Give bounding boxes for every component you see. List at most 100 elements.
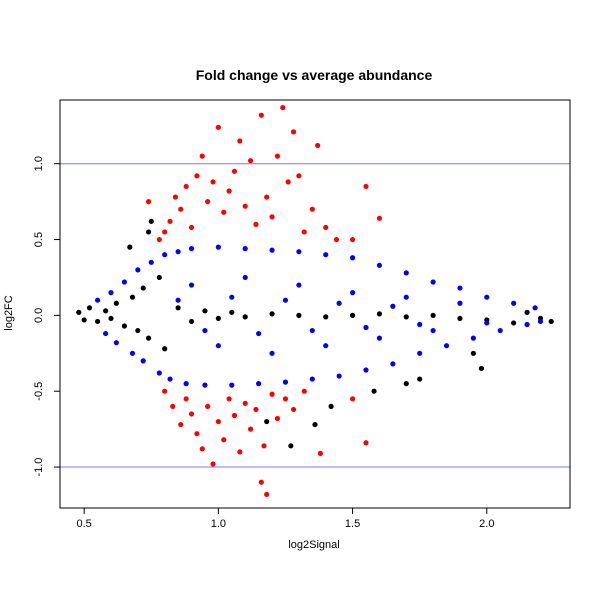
data-point <box>148 259 154 265</box>
points-layer <box>76 104 554 497</box>
data-point <box>470 350 476 356</box>
y-tick-label: 0.0 <box>33 308 45 323</box>
data-point <box>129 350 136 356</box>
data-point <box>403 314 409 320</box>
data-point <box>94 297 101 303</box>
data-point <box>309 376 315 382</box>
x-tick-label: 2.0 <box>479 518 494 530</box>
data-point <box>188 224 195 231</box>
chart-title: Fold change vs average abundance <box>196 67 433 83</box>
data-point <box>247 426 254 432</box>
data-point <box>363 183 369 190</box>
data-point <box>162 388 168 394</box>
data-point <box>202 327 208 334</box>
data-point <box>376 311 383 317</box>
data-point <box>242 314 248 320</box>
data-point <box>140 285 146 291</box>
data-point <box>175 305 181 311</box>
data-point <box>199 153 205 159</box>
data-point <box>242 246 248 252</box>
data-point <box>323 343 329 349</box>
data-point <box>129 294 136 300</box>
data-point <box>282 396 289 402</box>
data-point <box>363 440 369 446</box>
data-point <box>178 421 184 428</box>
data-point <box>258 479 264 485</box>
data-point <box>183 381 189 387</box>
data-point <box>280 104 286 111</box>
data-point <box>256 381 262 387</box>
data-point <box>511 300 517 306</box>
data-point <box>274 153 281 159</box>
data-point <box>231 168 238 174</box>
plot-frame <box>59 99 571 509</box>
data-point <box>333 236 340 243</box>
data-point <box>457 285 463 291</box>
data-point <box>336 300 342 306</box>
data-point <box>242 400 248 406</box>
data-point <box>188 411 195 417</box>
data-point <box>301 388 307 394</box>
data-point <box>215 315 221 322</box>
data-point <box>256 330 262 337</box>
data-point <box>261 443 267 449</box>
data-point <box>323 252 329 258</box>
data-point <box>296 312 302 318</box>
data-point <box>264 418 270 425</box>
data-point <box>323 314 329 320</box>
data-point <box>282 379 289 385</box>
data-point <box>226 188 232 194</box>
data-point <box>215 244 221 250</box>
data-point <box>269 214 275 220</box>
data-point <box>221 437 227 443</box>
data-point <box>349 255 356 261</box>
data-point <box>349 236 356 243</box>
data-point <box>484 294 490 300</box>
data-point <box>103 308 109 314</box>
data-point <box>296 249 302 255</box>
data-point <box>81 317 87 323</box>
data-point <box>264 194 270 200</box>
data-point <box>113 300 119 306</box>
data-point <box>175 297 181 303</box>
data-point <box>226 396 232 402</box>
data-point <box>145 335 152 341</box>
data-point <box>127 244 133 250</box>
y-tick-label: -1.0 <box>33 458 45 477</box>
data-point <box>524 321 530 328</box>
data-point <box>145 199 152 205</box>
data-point <box>247 158 254 164</box>
data-point <box>183 396 189 402</box>
y-axis-label: log2FC <box>3 295 15 331</box>
data-point <box>253 406 259 413</box>
data-point <box>376 215 383 221</box>
data-point <box>290 406 297 413</box>
data-point <box>242 274 248 281</box>
data-point <box>167 376 173 382</box>
data-point <box>328 403 334 409</box>
data-point <box>269 350 275 356</box>
data-point <box>156 370 162 376</box>
series-group <box>94 244 544 388</box>
data-point <box>288 443 294 449</box>
data-point <box>108 315 114 322</box>
data-point <box>237 138 243 144</box>
data-point <box>253 221 259 227</box>
y-tick-label: 1.0 <box>33 156 45 171</box>
data-point <box>315 142 321 149</box>
data-point <box>183 183 189 190</box>
data-point <box>175 249 181 255</box>
data-point <box>548 318 554 325</box>
data-point <box>532 305 538 311</box>
data-point <box>162 252 168 258</box>
data-point <box>417 376 423 382</box>
data-point <box>229 294 235 300</box>
data-point <box>274 415 281 422</box>
reference-lines <box>60 163 570 468</box>
data-point <box>121 323 128 329</box>
data-point <box>403 270 409 276</box>
data-point <box>210 179 216 185</box>
